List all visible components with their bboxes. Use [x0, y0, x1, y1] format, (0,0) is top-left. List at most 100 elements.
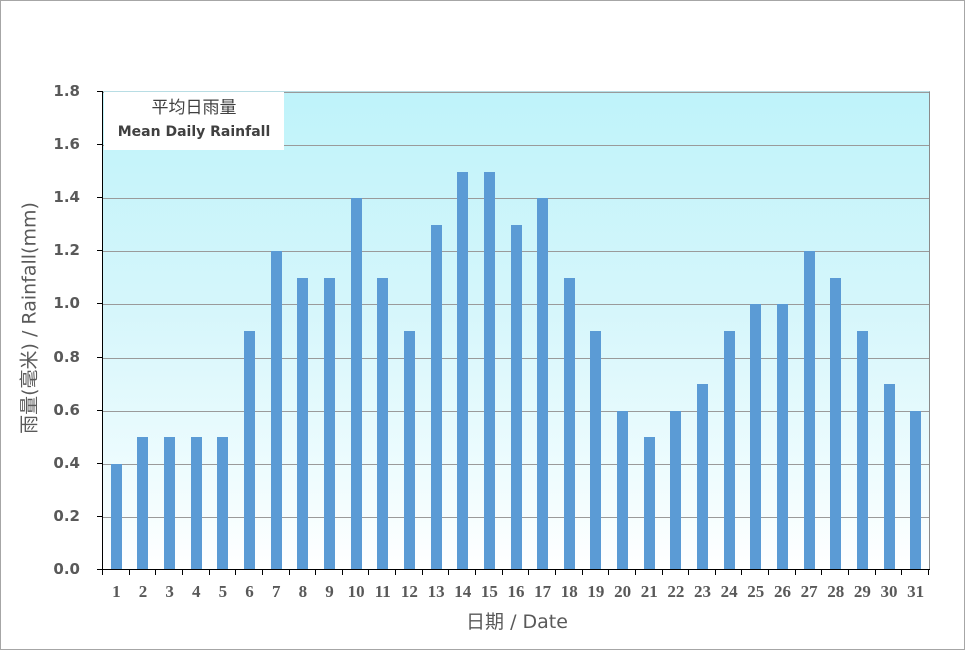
chart-title-en: Mean Daily Rainfall	[117, 124, 271, 140]
y-tick-mark	[97, 303, 103, 305]
x-tick-mark	[475, 569, 477, 575]
gridline	[103, 198, 929, 200]
x-tick-mark	[848, 569, 850, 575]
bar-day-7	[270, 251, 282, 570]
y-tick-mark	[97, 356, 103, 358]
x-tick-mark	[208, 569, 210, 575]
x-tick-mark	[341, 569, 343, 575]
x-tick-label: 6	[245, 582, 254, 601]
x-tick-mark	[581, 569, 583, 575]
x-tick-mark	[768, 569, 770, 575]
x-tick-label: 17	[534, 582, 552, 601]
x-tick-mark	[714, 569, 716, 575]
bar-day-6	[244, 331, 256, 570]
x-tick-label: 27	[800, 582, 818, 601]
bar-day-10	[350, 198, 362, 570]
x-tick-mark	[901, 569, 903, 575]
x-tick-mark	[235, 569, 237, 575]
y-tick-mark	[97, 144, 103, 146]
chart-title-zh: 平均日雨量	[151, 98, 237, 118]
x-tick-label: 26	[773, 582, 791, 601]
y-axis	[102, 91, 103, 570]
x-tick-mark	[395, 569, 397, 575]
bar-day-14	[457, 171, 469, 570]
bar-day-28	[830, 277, 842, 570]
x-tick-label: 12	[400, 582, 418, 601]
y-tick-mark	[97, 515, 103, 517]
x-tick-mark	[688, 569, 690, 575]
bar-day-15	[483, 171, 495, 570]
bar-day-3	[164, 437, 176, 570]
x-tick-label: 10	[347, 582, 365, 601]
y-axis-title: 雨量(毫米) / Rainfall(mm)	[18, 202, 41, 434]
x-tick-label: 3	[165, 582, 174, 601]
y-tick-mark	[97, 91, 103, 92]
x-tick-mark	[102, 569, 103, 575]
y-tick-label: 1.6	[53, 135, 80, 154]
x-tick-label: 24	[720, 582, 738, 601]
bar-day-29	[856, 331, 868, 570]
x-tick-label: 21	[640, 582, 658, 601]
x-tick-mark	[528, 569, 530, 575]
x-tick-mark	[288, 569, 290, 575]
bar-day-21	[643, 437, 655, 570]
bar-day-30	[883, 384, 895, 570]
x-tick-label: 4	[192, 582, 201, 601]
x-tick-mark	[261, 569, 263, 575]
x-tick-label: 7	[271, 582, 281, 601]
x-tick-mark	[634, 569, 636, 575]
x-tick-label: 22	[667, 582, 685, 601]
bar-day-18	[563, 277, 575, 570]
x-tick-label: 16	[507, 582, 525, 601]
bar-day-1	[110, 463, 122, 570]
bar-day-22	[670, 410, 682, 570]
x-axis	[97, 569, 930, 570]
x-tick-mark	[661, 569, 663, 575]
x-tick-label: 25	[747, 582, 765, 601]
y-tick-label: 1.2	[53, 241, 80, 260]
bar-day-20	[617, 410, 629, 570]
y-tick-label: 0.2	[53, 506, 80, 525]
x-tick-label: 30	[880, 582, 898, 601]
chart-title-box: 平均日雨量 Mean Daily Rainfall	[104, 92, 284, 150]
bar-day-5	[217, 437, 229, 570]
x-tick-mark	[128, 569, 130, 575]
y-tick-label: 1.0	[53, 294, 80, 313]
x-tick-mark	[741, 569, 743, 575]
x-tick-mark	[448, 569, 450, 575]
bar-day-8	[297, 277, 309, 570]
x-tick-mark	[608, 569, 610, 575]
x-tick-label: 20	[614, 582, 632, 601]
x-tick-label: 18	[560, 582, 578, 601]
x-tick-mark	[501, 569, 503, 575]
x-tick-mark	[315, 569, 317, 575]
bar-day-24	[723, 331, 735, 570]
y-tick-mark	[97, 409, 103, 411]
x-tick-mark	[874, 569, 876, 575]
x-tick-label: 28	[827, 582, 845, 601]
bar-day-19	[590, 331, 602, 570]
plot-area	[103, 91, 930, 570]
y-tick-label: 0.4	[53, 453, 80, 472]
bar-day-16	[510, 224, 522, 570]
x-tick-mark	[928, 569, 929, 575]
bar-day-31	[910, 410, 922, 570]
x-tick-label: 23	[694, 582, 712, 601]
y-tick-label: 0.8	[53, 347, 80, 366]
bar-day-17	[537, 198, 549, 570]
x-tick-mark	[368, 569, 370, 575]
x-tick-label: 11	[374, 582, 391, 601]
x-tick-mark	[421, 569, 423, 575]
x-tick-label: 31	[907, 582, 925, 601]
x-tick-label: 1	[112, 582, 121, 601]
bar-day-25	[750, 304, 762, 570]
x-tick-mark	[181, 569, 183, 575]
x-tick-mark	[821, 569, 823, 575]
bar-day-2	[137, 437, 149, 570]
x-tick-label: 14	[454, 582, 472, 601]
gridline	[103, 145, 929, 147]
x-tick-mark	[794, 569, 796, 575]
x-tick-label: 9	[325, 582, 334, 601]
x-tick-label: 8	[298, 582, 308, 601]
bar-day-11	[377, 277, 389, 570]
